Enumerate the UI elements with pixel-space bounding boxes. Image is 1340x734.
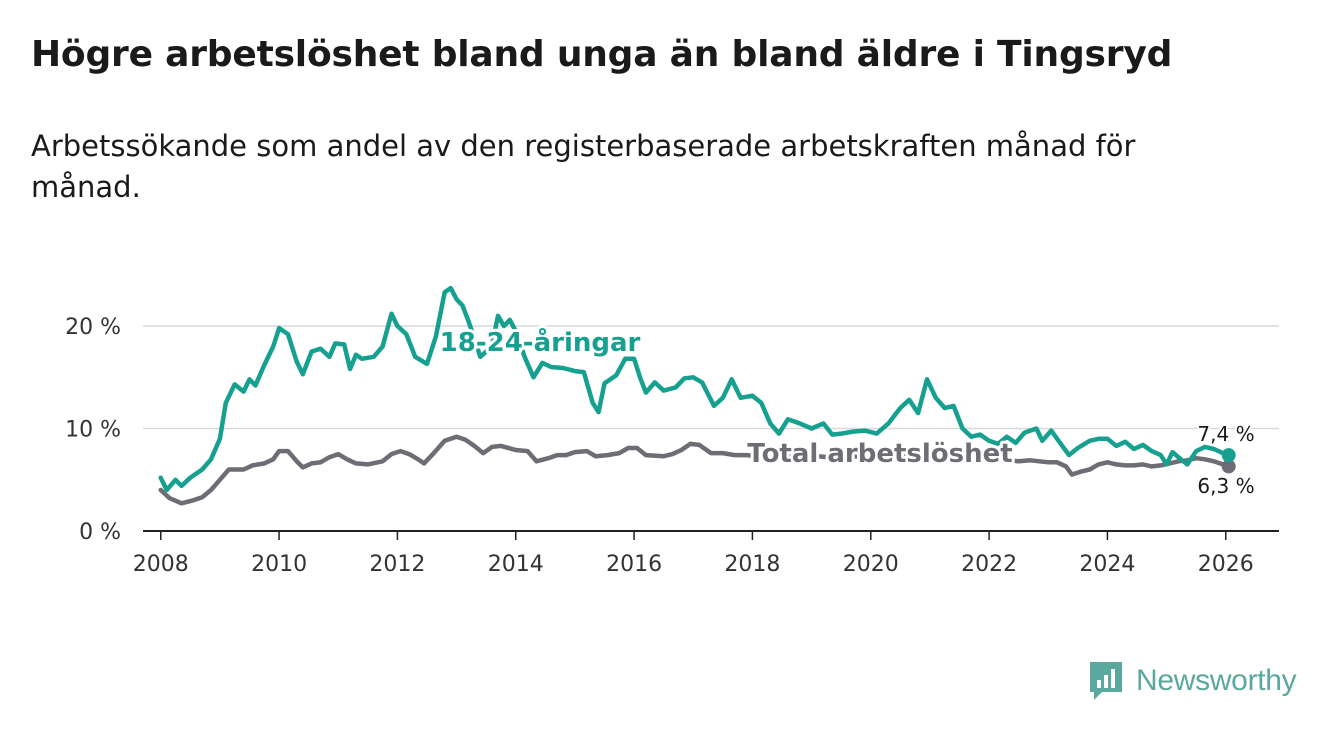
end-marker-youth bbox=[1221, 448, 1236, 463]
x-tick-label: 2008 bbox=[133, 552, 189, 577]
y-tick-label: 20 % bbox=[65, 315, 121, 340]
x-tick-label: 2016 bbox=[606, 552, 662, 577]
brand-logo: Newsworthy bbox=[1088, 660, 1297, 702]
brand-name: Newsworthy bbox=[1136, 664, 1297, 697]
newsworthy-logo-icon bbox=[1090, 662, 1122, 700]
series-line-total bbox=[158, 434, 1231, 506]
gridlines bbox=[143, 325, 1279, 430]
x-tick-label: 2014 bbox=[488, 552, 544, 577]
y-axis-ticks: 0 % 10 % 20 % bbox=[65, 315, 121, 545]
chart-title: Högre arbetslöshet bland unga än bland ä… bbox=[31, 34, 1173, 75]
x-tick-label: 2022 bbox=[961, 552, 1017, 577]
series-label-total: Total arbetslöshet bbox=[747, 439, 1012, 469]
chart-subtitle: Arbetssökande som andel av den registerb… bbox=[31, 129, 1136, 204]
series-label-youth: 18-24-åringar bbox=[440, 326, 641, 358]
end-value-youth: 7,4 % bbox=[1197, 422, 1254, 446]
x-axis-ticks: 2008 2010 2012 2014 2016 2018 2020 2022 2024 2026 bbox=[133, 531, 1254, 577]
end-marker-total bbox=[1221, 459, 1236, 474]
series-line-youth bbox=[158, 285, 1231, 493]
series-labels: 18-24-åringar Total arbetslöshet 7,4 % 6… bbox=[437, 323, 1257, 500]
series-lines bbox=[158, 285, 1236, 506]
x-tick-label: 2012 bbox=[369, 552, 425, 577]
x-tick-label: 2024 bbox=[1079, 552, 1135, 577]
end-value-total: 6,3 % bbox=[1197, 474, 1254, 498]
x-tick-label: 2018 bbox=[724, 552, 780, 577]
x-tick-label: 2026 bbox=[1198, 552, 1254, 577]
y-tick-label: 0 % bbox=[79, 520, 121, 545]
y-tick-label: 10 % bbox=[65, 418, 121, 443]
x-tick-label: 2020 bbox=[843, 552, 899, 577]
x-tick-label: 2010 bbox=[251, 552, 307, 577]
